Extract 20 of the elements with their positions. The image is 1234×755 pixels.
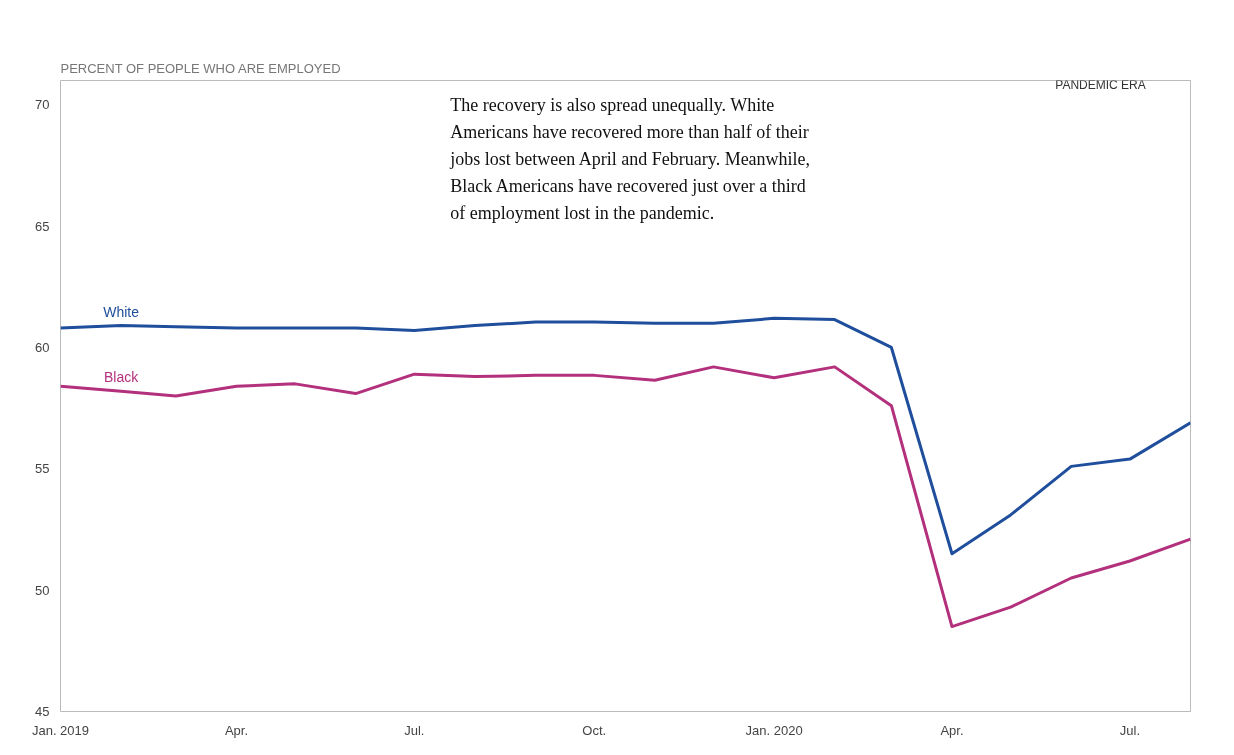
annotation: PANDEMIC ERA — [1055, 77, 1146, 92]
x-tick-label: Oct. — [582, 722, 607, 738]
chart-title: PERCENT OF PEOPLE WHO ARE EMPLOYED — [60, 60, 341, 76]
x-tick-label: Jul. — [1119, 722, 1141, 738]
y-tick-label: 55 — [35, 461, 50, 477]
x-tick-label: Apr. — [224, 722, 249, 738]
y-tick-label: 70 — [35, 97, 50, 113]
x-tick-label: Apr. — [940, 722, 964, 738]
series-label: White — [103, 303, 140, 320]
y-tick-label: 50 — [35, 582, 50, 598]
line-series — [60, 365, 1191, 629]
x-tick-label: Jan. 2019 — [31, 722, 90, 738]
y-tick-label: 65 — [35, 218, 50, 234]
line-series — [60, 316, 1191, 556]
y-tick-label: 60 — [35, 339, 50, 355]
series-label: Black — [103, 369, 140, 386]
y-tick-label: 45 — [35, 704, 50, 719]
annotation: The recovery is also spread unequally. White Americans have recovered more than half of their jobs lost between April and February. Meanwhile, Black Americans have recovered just over a third of employment lost in the pandemic. — [449, 95, 811, 224]
x-tick-label: Jul. — [404, 722, 425, 738]
x-tick-label: Jan. 2020 — [745, 722, 803, 738]
